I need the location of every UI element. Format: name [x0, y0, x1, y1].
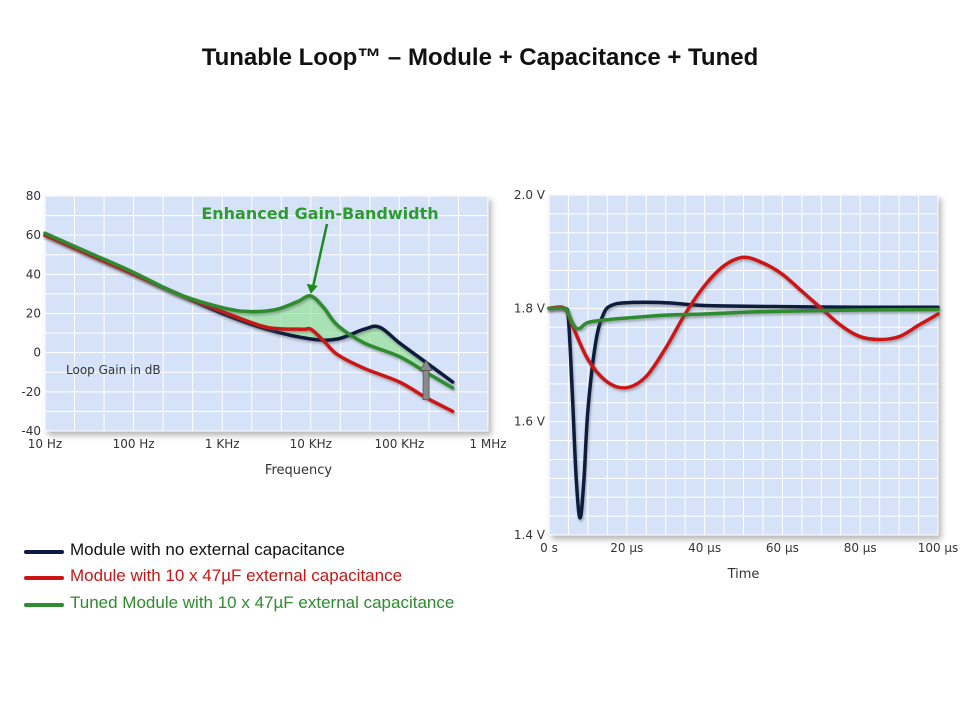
loop-gain-label: Loop Gain in dB: [66, 363, 161, 377]
gain-bandwidth-shading: [222, 296, 427, 373]
series-tuned-line: [43, 231, 455, 390]
x-tick-label: 0 s: [540, 541, 558, 555]
y-tick-label: 1.8 V: [514, 301, 546, 315]
x-tick-label: 40 µs: [688, 541, 721, 555]
x-tick-label: 100 KHz: [374, 437, 424, 451]
x-tick-label: 100 Hz: [113, 437, 155, 451]
y-tick-label: -20: [21, 385, 41, 399]
annotation-arrow-head: [306, 283, 318, 294]
y-tick-label: 60: [26, 228, 41, 242]
slide-title: Tunable Loop™ – Module + Capacitance + T…: [201, 44, 759, 71]
shift-arrow-head: [419, 359, 433, 371]
x-tick-label: 10 KHz: [290, 437, 332, 451]
legend-label: Module with 10 x 47µF external capacitan…: [70, 566, 403, 585]
legend-swatch: [24, 576, 64, 580]
y-tick-label: 1.4 V: [514, 528, 546, 542]
legend-swatch: [24, 550, 64, 554]
annotation-arrow-shaft: [311, 223, 329, 289]
y-tick-label: 1.6 V: [514, 415, 546, 429]
x-axis-label: Time: [727, 567, 760, 582]
series-no-cap-line: [547, 300, 940, 520]
x-tick-label: 1 MHz: [469, 437, 506, 451]
y-tick-label: 80: [26, 189, 41, 203]
grid-lines: [548, 194, 939, 536]
legend-label: Module with no external capacitance: [70, 540, 345, 559]
x-tick-label: 100 µs: [918, 541, 959, 555]
y-tick-label: 0: [33, 346, 41, 360]
series-tuned-line: [547, 306, 940, 331]
legend-label: Tuned Module with 10 x 47µF external cap…: [70, 593, 455, 612]
y-tick-label: 20: [26, 307, 41, 321]
legend-swatch: [24, 603, 64, 607]
x-tick-label: 60 µs: [766, 541, 799, 555]
x-tick-label: 80 µs: [844, 541, 877, 555]
x-tick-label: 20 µs: [610, 541, 643, 555]
annotation-enhanced-gain-bandwidth: Enhanced Gain-Bandwidth: [201, 204, 438, 223]
x-tick-label: 1 KHz: [205, 437, 240, 451]
y-tick-label: -40: [21, 424, 41, 438]
y-tick-label: 40: [26, 267, 41, 281]
x-tick-label: 10 Hz: [28, 437, 62, 451]
y-tick-label: 2.0 V: [514, 188, 546, 202]
x-axis-label: Frequency: [265, 463, 332, 478]
series-external-cap-line: [547, 255, 940, 390]
